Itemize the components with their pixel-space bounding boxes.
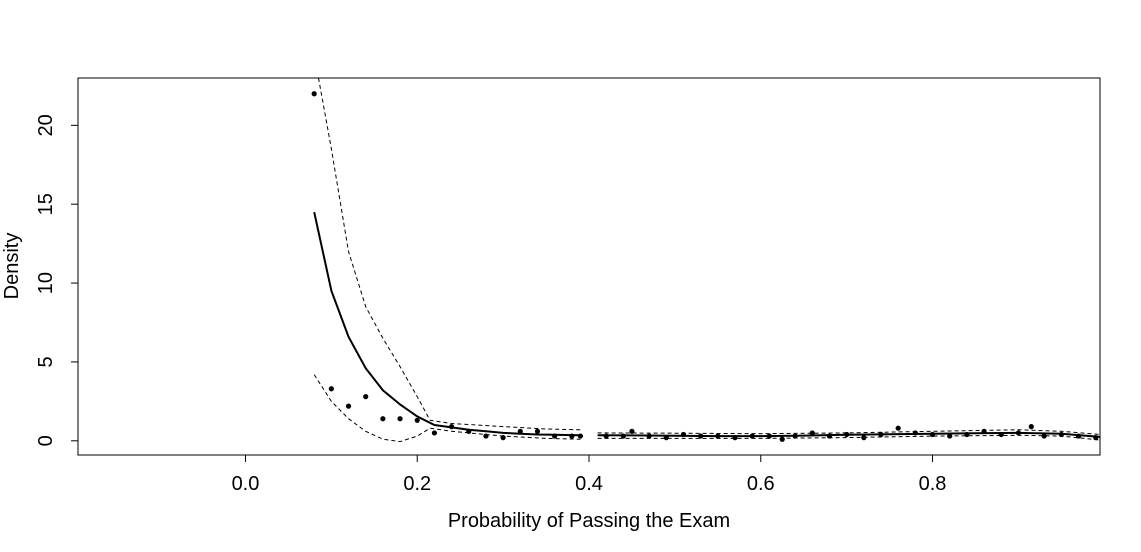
data-point (749, 433, 755, 439)
x-tick-label: 0.2 (403, 473, 431, 495)
data-point (929, 431, 936, 438)
data-point (715, 433, 721, 439)
x-tick-label: 0.6 (747, 473, 775, 495)
confidence-band-line (318, 78, 581, 431)
data-point (766, 433, 772, 439)
data-point (397, 416, 403, 422)
data-point (448, 424, 455, 430)
data-point (895, 425, 901, 431)
x-tick-label: 0.4 (575, 473, 603, 495)
data-point (947, 433, 953, 439)
data-point (1058, 431, 1064, 438)
x-axis-label: Probability of Passing the Exam (448, 510, 730, 532)
data-point (311, 91, 317, 97)
data-point (534, 428, 541, 434)
data-point (380, 416, 386, 422)
data-point (912, 430, 918, 436)
data-point (646, 433, 652, 439)
data-point (603, 433, 609, 439)
data-points (311, 91, 1099, 442)
data-point (844, 431, 850, 438)
data-point (328, 386, 334, 392)
y-axis: 0 5 10 15 20 (35, 114, 79, 446)
y-tick-label: 5 (35, 356, 57, 367)
data-point (345, 403, 352, 409)
data-point (466, 428, 472, 434)
x-axis: 0.0 0.2 0.4 0.6 0.8 (232, 454, 947, 495)
y-axis-label: Density (1, 233, 23, 300)
x-tick-label: 0.0 (232, 473, 260, 495)
data-point (629, 428, 635, 434)
data-point (680, 431, 687, 438)
confidence-band-line (597, 434, 1100, 441)
data-point (483, 433, 489, 439)
data-point (698, 433, 704, 439)
data-point (779, 436, 785, 442)
data-point (363, 394, 369, 400)
data-point (577, 433, 584, 439)
y-tick-label: 15 (35, 193, 57, 215)
data-point (861, 435, 867, 441)
series-lines (313, 78, 1100, 443)
plot-frame (77, 77, 1101, 456)
data-point (792, 433, 798, 439)
data-point (809, 430, 815, 436)
y-tick-label: 0 (35, 435, 57, 446)
data-point (826, 433, 833, 439)
density-estimate-line (313, 211, 581, 437)
data-point (552, 433, 558, 439)
data-point (1028, 424, 1034, 430)
data-point (981, 428, 987, 434)
data-point (569, 433, 575, 439)
data-point (620, 433, 626, 439)
data-point (998, 431, 1004, 438)
data-point (1015, 430, 1022, 436)
confidence-band-line (597, 429, 1100, 435)
confidence-band-line (313, 374, 581, 443)
y-tick-label: 10 (35, 272, 57, 294)
data-point (1041, 433, 1047, 439)
data-point (1075, 433, 1082, 439)
data-point (663, 435, 669, 441)
data-point (1093, 435, 1099, 441)
x-tick-label: 0.8 (919, 473, 947, 495)
y-tick-label: 20 (35, 114, 57, 136)
data-point (964, 431, 970, 438)
data-point (732, 435, 738, 441)
data-point (500, 435, 506, 441)
data-point (878, 431, 884, 438)
data-point (431, 430, 438, 436)
data-point (414, 417, 420, 423)
data-point (517, 428, 523, 434)
